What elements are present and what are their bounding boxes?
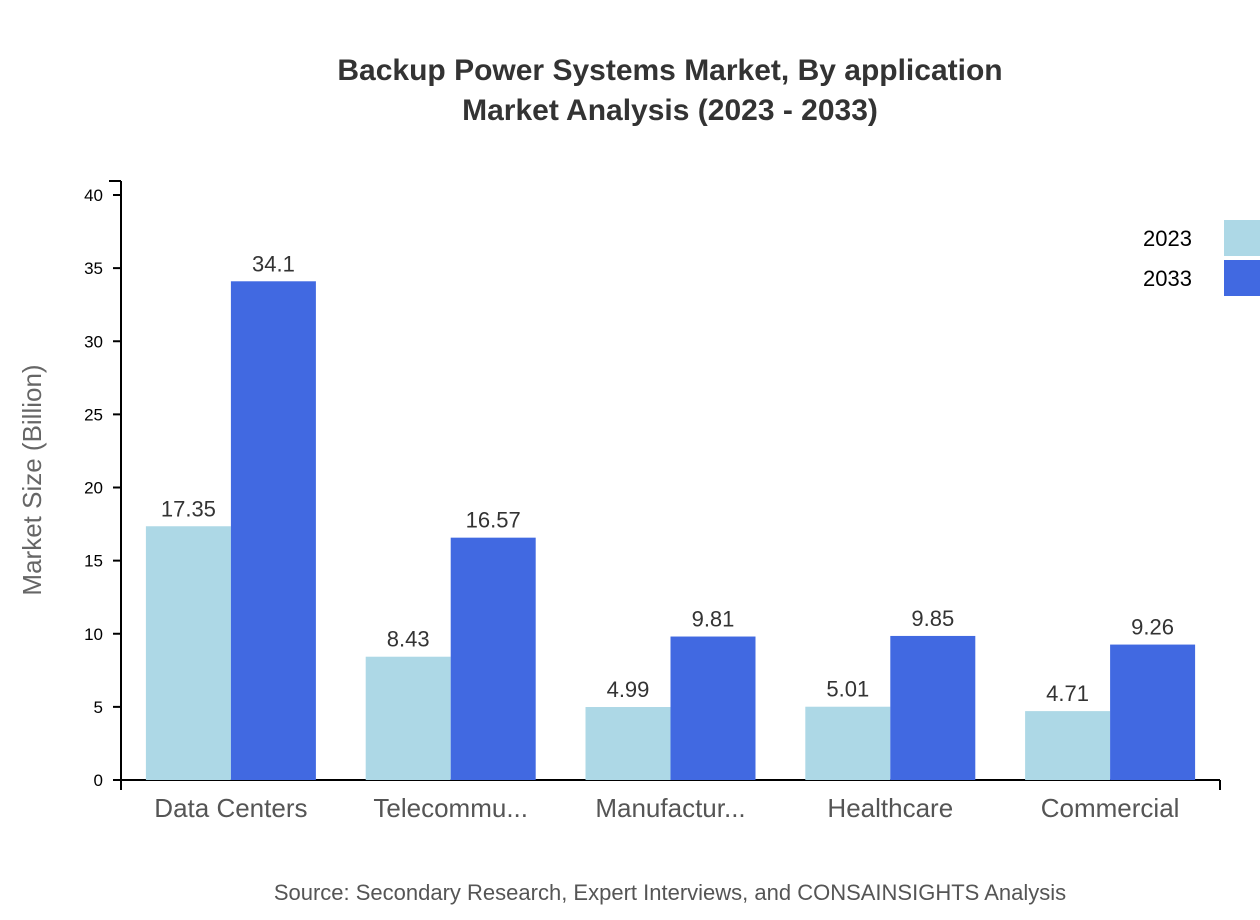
- x-tick-label: Healthcare: [827, 793, 953, 823]
- data-label: 4.71: [1046, 681, 1089, 706]
- bar-2033: [890, 635, 976, 780]
- bar-2033: [1110, 644, 1196, 780]
- bars: 17.35 34.1 8.43 16.57 4.99 9.81 5.01 9.85 4.71 9.…: [145, 251, 1196, 780]
- data-label: 4.99: [607, 677, 650, 702]
- bar-2033: [450, 537, 536, 780]
- legend-label: 2023: [1143, 226, 1192, 251]
- y-tick-label: 10: [84, 625, 103, 644]
- data-label: 16.57: [466, 508, 521, 533]
- legend-label: 2033: [1143, 266, 1192, 291]
- data-label: 34.1: [252, 251, 295, 276]
- y-tick-label: 35: [84, 259, 103, 278]
- data-label: 17.35: [161, 496, 216, 521]
- x-tick-label: Commercial: [1041, 793, 1180, 823]
- y-tick-label: 0: [94, 771, 103, 790]
- bar-2023: [145, 526, 231, 780]
- y-axis-label: Market Size (Billion): [17, 364, 47, 595]
- x-tick-label: Data Centers: [154, 793, 307, 823]
- source-note: Source: Secondary Research, Expert Inter…: [274, 880, 1066, 905]
- bar-2023: [805, 706, 891, 780]
- data-label: 5.01: [826, 677, 869, 702]
- y-tick-label: 25: [84, 405, 103, 424]
- y-tick-label: 20: [84, 479, 103, 498]
- x-axis: Data Centers Telecommu... Manufactur... Hea…: [120, 779, 1221, 823]
- bar-2023: [1025, 711, 1111, 780]
- chart-title-line2: Market Analysis (2023 - 2033): [462, 94, 878, 127]
- bar-2023: [585, 707, 671, 780]
- legend-swatch: [1224, 260, 1260, 296]
- y-tick-label: 30: [84, 332, 103, 351]
- bar-2033: [670, 636, 756, 780]
- x-tick-label: Manufactur...: [595, 793, 745, 823]
- y-tick-label: 5: [94, 698, 103, 717]
- bar-2023: [365, 656, 451, 780]
- data-label: 9.26: [1131, 615, 1174, 640]
- data-label: 8.43: [387, 627, 430, 652]
- data-label: 9.81: [692, 607, 735, 632]
- y-axis: 0 5 10 15 20 25 30 35 40: [84, 180, 122, 790]
- legend: 2023 2033: [1143, 220, 1260, 296]
- x-tick-label: Telecommu...: [373, 793, 528, 823]
- y-tick-label: 15: [84, 552, 103, 571]
- legend-swatch: [1224, 220, 1260, 256]
- y-tick-label: 40: [84, 186, 103, 205]
- chart-title-line1: Backup Power Systems Market, By applicat…: [337, 54, 1002, 87]
- bar-2033: [230, 281, 316, 780]
- data-label: 9.85: [911, 606, 954, 631]
